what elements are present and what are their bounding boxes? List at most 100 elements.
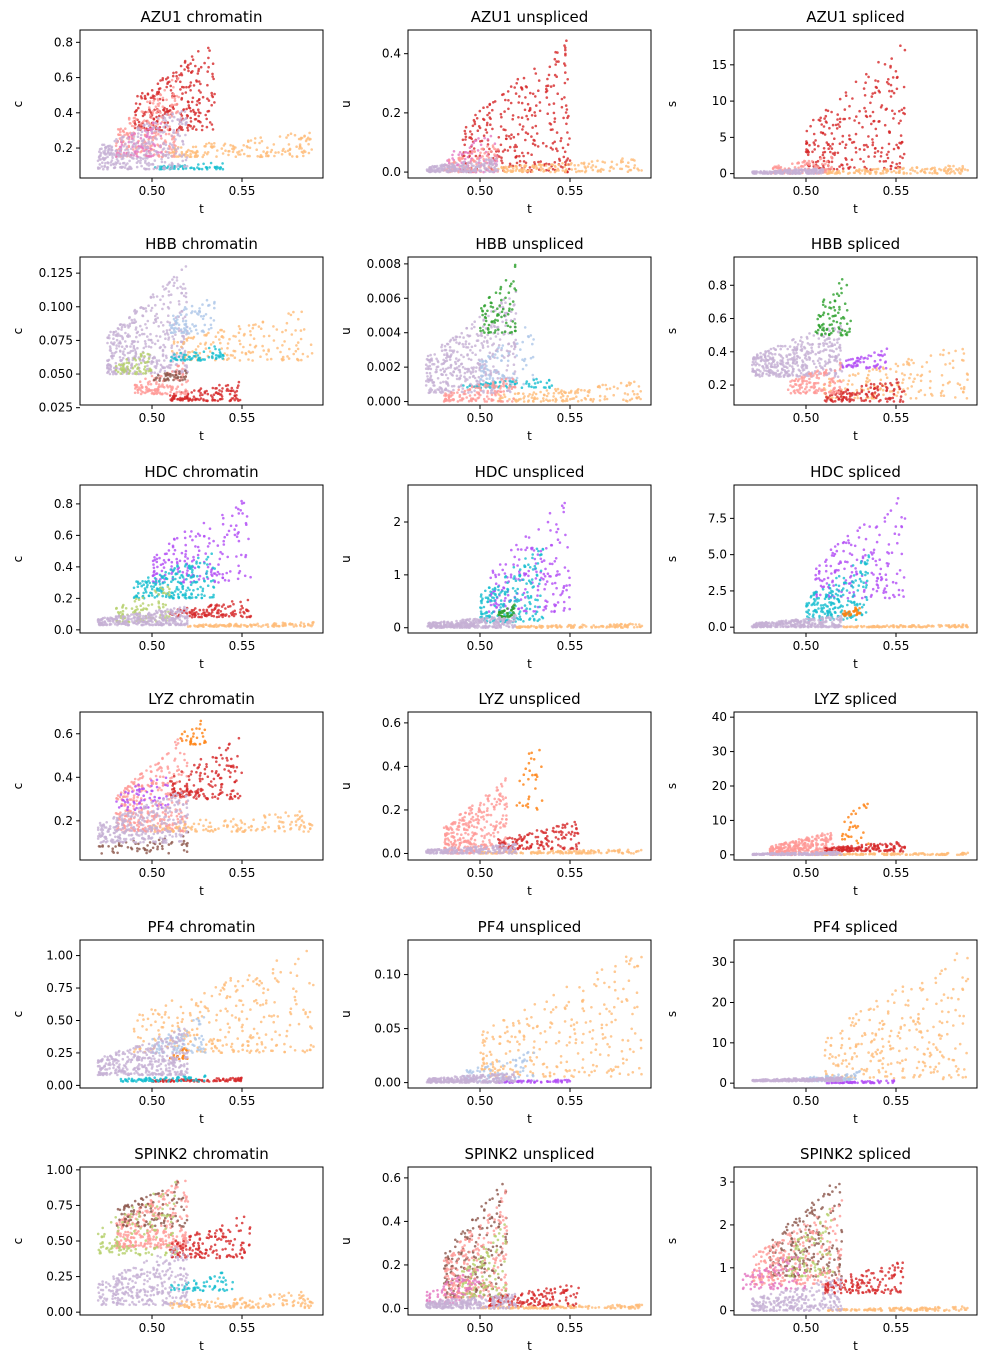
data-point bbox=[768, 374, 771, 377]
data-point bbox=[530, 114, 534, 117]
data-point bbox=[160, 157, 163, 161]
data-point bbox=[532, 400, 535, 403]
x-tick-label: 0.55 bbox=[557, 184, 584, 198]
data-point bbox=[513, 385, 516, 389]
data-point bbox=[557, 391, 560, 395]
data-point bbox=[164, 119, 168, 122]
data-point bbox=[158, 145, 162, 148]
data-point bbox=[302, 328, 306, 331]
data-point bbox=[481, 325, 485, 328]
data-point bbox=[136, 330, 140, 334]
data-point bbox=[822, 349, 825, 353]
data-point bbox=[142, 124, 146, 128]
data-point bbox=[157, 325, 160, 328]
data-point bbox=[174, 370, 177, 373]
data-point bbox=[496, 377, 500, 380]
data-point bbox=[875, 86, 878, 89]
data-point bbox=[152, 99, 156, 102]
data-point bbox=[148, 142, 152, 146]
data-point bbox=[961, 164, 964, 168]
data-point bbox=[221, 162, 224, 165]
data-point bbox=[551, 167, 555, 171]
data-point bbox=[169, 105, 173, 108]
data-point bbox=[180, 155, 184, 158]
data-point bbox=[835, 359, 839, 363]
data-point bbox=[461, 156, 464, 160]
data-point bbox=[161, 96, 165, 100]
data-point bbox=[436, 168, 440, 171]
data-point bbox=[166, 147, 170, 150]
data-point bbox=[526, 400, 530, 403]
data-point bbox=[151, 293, 155, 296]
data-point bbox=[493, 147, 496, 150]
data-point bbox=[199, 387, 203, 390]
data-point bbox=[475, 117, 479, 120]
data-point bbox=[507, 107, 510, 111]
data-point bbox=[195, 80, 199, 83]
data-point bbox=[147, 369, 150, 373]
data-point bbox=[123, 325, 127, 328]
data-point bbox=[186, 154, 189, 157]
data-point bbox=[207, 355, 211, 359]
data-point bbox=[137, 120, 141, 124]
data-point bbox=[513, 303, 516, 306]
data-point bbox=[142, 153, 146, 157]
data-point bbox=[162, 153, 165, 156]
data-point bbox=[153, 342, 157, 346]
data-point bbox=[813, 148, 816, 151]
data-point bbox=[443, 166, 447, 170]
data-point bbox=[137, 106, 140, 110]
data-point bbox=[156, 389, 160, 392]
data-point bbox=[872, 120, 875, 123]
data-point bbox=[541, 141, 545, 145]
data-point bbox=[754, 360, 757, 364]
point-cloud-salmon bbox=[133, 361, 190, 396]
data-point bbox=[539, 390, 542, 394]
data-point bbox=[522, 154, 525, 158]
data-point bbox=[475, 379, 478, 383]
data-point bbox=[535, 104, 538, 107]
data-point bbox=[823, 117, 826, 120]
data-point bbox=[172, 314, 175, 318]
data-point bbox=[118, 334, 121, 337]
data-point bbox=[862, 87, 866, 90]
panel-title: HBB spliced bbox=[811, 235, 900, 253]
data-point bbox=[176, 155, 180, 158]
data-point bbox=[206, 399, 209, 402]
data-point bbox=[130, 151, 134, 155]
data-point bbox=[501, 344, 505, 347]
data-point bbox=[166, 365, 169, 368]
data-point bbox=[107, 334, 111, 337]
data-point bbox=[864, 81, 867, 84]
data-point bbox=[146, 364, 149, 368]
data-point bbox=[149, 369, 153, 372]
data-point bbox=[468, 146, 472, 149]
data-point bbox=[249, 351, 252, 355]
data-point bbox=[302, 154, 305, 158]
data-point bbox=[174, 392, 178, 395]
data-point bbox=[544, 164, 548, 167]
panel-title: AZU1 spliced bbox=[806, 8, 905, 26]
data-point bbox=[427, 391, 431, 395]
data-point bbox=[800, 168, 803, 171]
data-point bbox=[566, 78, 569, 81]
data-point bbox=[836, 341, 839, 344]
data-point bbox=[921, 168, 924, 171]
data-point bbox=[178, 153, 181, 157]
data-point bbox=[449, 372, 452, 375]
data-point bbox=[490, 389, 493, 392]
data-point bbox=[201, 124, 204, 128]
data-point bbox=[168, 321, 172, 324]
data-point bbox=[238, 339, 241, 343]
point-cloud-lavender bbox=[424, 290, 518, 395]
data-point bbox=[513, 149, 517, 152]
data-point bbox=[296, 341, 300, 344]
data-point bbox=[458, 395, 461, 399]
data-point bbox=[468, 152, 472, 155]
data-point bbox=[556, 167, 560, 171]
data-point bbox=[117, 154, 121, 157]
data-point bbox=[124, 331, 127, 335]
data-point bbox=[814, 165, 817, 168]
data-point bbox=[626, 400, 629, 403]
data-point bbox=[487, 323, 491, 327]
